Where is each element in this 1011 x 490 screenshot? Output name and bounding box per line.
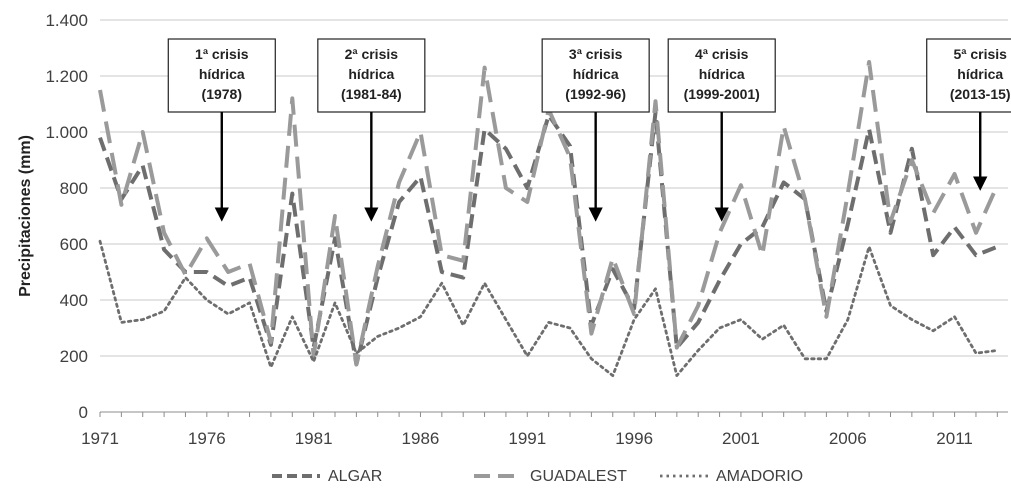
annotation-text: (1981-84) (341, 86, 402, 102)
legend: ALGAR GUADALEST AMADORIO (272, 468, 803, 485)
annotation-box (317, 38, 426, 113)
annotation-box (926, 38, 1011, 113)
y-tick-label: 1.200 (45, 67, 88, 86)
annotation-text: 1ª crisis (195, 46, 249, 62)
x-tick-label: 2001 (722, 429, 760, 448)
legend-label-guadalest: GUADALEST (530, 468, 627, 485)
y-tick-label: 400 (60, 291, 88, 310)
y-tick-label: 600 (60, 235, 88, 254)
annotation-text: (1992-96) (565, 86, 626, 102)
x-tick-label: 1986 (402, 429, 440, 448)
annotation-text: 2ª crisis (345, 46, 399, 62)
crisis-annotation: 4ª crisis hídrica (1999-2001) (667, 38, 776, 222)
y-axis-label: Precipitaciones (mm) (17, 135, 34, 297)
annotation-text: (2013-15) (950, 86, 1011, 102)
x-tick-label: 1996 (615, 429, 653, 448)
x-tick-label: 2006 (829, 429, 867, 448)
y-tick-label: 800 (60, 179, 88, 198)
x-tick-label: 1976 (188, 429, 226, 448)
y-tick-label: 1.400 (45, 11, 88, 30)
y-tick-label: 0 (79, 403, 88, 422)
legend-label-amadorio: AMADORIO (716, 468, 803, 485)
annotation-box (667, 38, 776, 113)
series-line-amadorio (98, 239, 999, 378)
crisis-annotation: 5ª crisis hídrica (2013-15) (926, 38, 1011, 191)
annotation-text: hídrica (699, 66, 745, 82)
x-tick-label: 1981 (295, 429, 333, 448)
x-axis: 1971 1976 1981 1986 1991 1996 2001 2006 2011 (81, 412, 998, 448)
y-axis: 0 200 400 600 800 1.000 1.200 1.400 (45, 11, 88, 422)
crisis-annotation: 3ª crisis hídrica (1992-96) (541, 38, 650, 222)
annotation-box (167, 38, 276, 113)
x-tick-label: 1991 (508, 429, 546, 448)
y-tick-label: 200 (60, 347, 88, 366)
annotation-box (541, 38, 650, 113)
annotation-text: hídrica (199, 66, 245, 82)
crisis-annotation: 2ª crisis hídrica (1981-84) (317, 38, 426, 222)
annotation-text: 4ª crisis (695, 46, 749, 62)
annotation-text: hídrica (573, 66, 619, 82)
x-tick-label: 1971 (81, 429, 119, 448)
crisis-annotation: 1ª crisis hídrica (1978) (167, 38, 276, 222)
crisis-annotations: 1ª crisis hídrica (1978) 2ª crisis hídrica (1… (167, 38, 1011, 222)
y-tick-label: 1.000 (45, 123, 88, 142)
annotation-text: hídrica (348, 66, 394, 82)
annotation-text: 3ª crisis (569, 46, 623, 62)
annotation-text: (1999-2001) (684, 86, 760, 102)
legend-label-algar: ALGAR (328, 468, 382, 485)
annotation-text: (1978) (202, 86, 242, 102)
annotation-text: 5ª crisis (953, 46, 1007, 62)
series-line-algar (98, 110, 999, 367)
annotation-text: hídrica (957, 66, 1003, 82)
x-tick-label: 2011 (936, 429, 973, 448)
